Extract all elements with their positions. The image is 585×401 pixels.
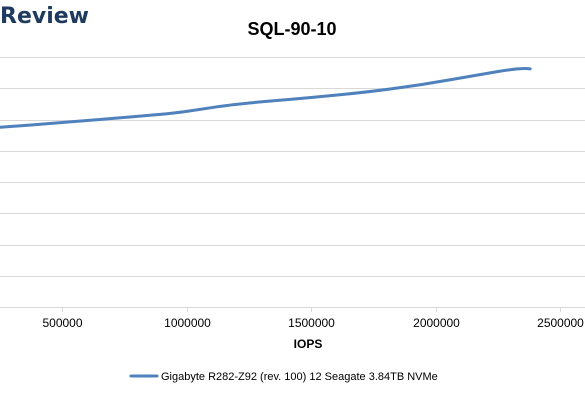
series-line — [0, 67, 532, 129]
legend: Gigabyte R282-Z92 (rev. 100) 12 Seagate … — [129, 371, 438, 383]
series-layer — [0, 67, 532, 129]
x-tick-label: 2000000 — [413, 316, 460, 330]
x-tick-label: 500000 — [42, 316, 82, 330]
gridlines — [0, 57, 585, 308]
legend-label: Gigabyte R282-Z92 (rev. 100) 12 Seagate … — [161, 371, 438, 383]
review-watermark: Review — [0, 4, 89, 29]
x-tick-label: 1500000 — [288, 316, 335, 330]
chart-title: SQL-90-10 — [247, 19, 336, 39]
x-axis-ticks: 500000 1000000 1500000 2000000 2500000 — [42, 307, 584, 330]
x-axis-label: IOPS — [294, 337, 323, 351]
x-tick-label: 2500000 — [537, 316, 584, 330]
x-tick-label: 1000000 — [164, 316, 211, 330]
